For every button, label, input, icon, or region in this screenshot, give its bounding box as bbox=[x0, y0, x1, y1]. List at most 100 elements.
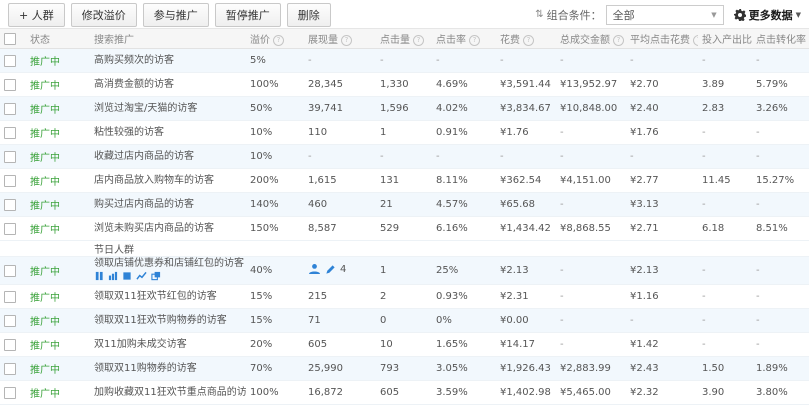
cell-clicks: 529 bbox=[376, 216, 432, 241]
column-header-label: 点击量 bbox=[380, 35, 410, 46]
row-checkbox[interactable] bbox=[4, 198, 16, 211]
cell-impressions: 215 bbox=[304, 284, 376, 309]
cell-impressions: 1,615 bbox=[304, 168, 376, 193]
cell-cpc: ¥1.42 bbox=[626, 332, 698, 357]
join-promotion-button[interactable]: 参与推广 bbox=[142, 2, 209, 27]
row-checkbox[interactable] bbox=[4, 126, 16, 139]
audience-name: 领取双11狂欢节购物券的访客 bbox=[94, 315, 227, 326]
row-checkbox[interactable] bbox=[4, 150, 16, 163]
line-chart-icon[interactable] bbox=[136, 271, 147, 281]
cell-revenue: - bbox=[556, 144, 626, 169]
row-checkbox[interactable] bbox=[4, 290, 16, 303]
checkbox-cell bbox=[0, 48, 26, 73]
info-icon[interactable]: ? bbox=[693, 35, 698, 46]
cell-ctr: 25% bbox=[432, 256, 496, 285]
cell-cost: ¥14.17 bbox=[496, 332, 556, 357]
cell-premium: 40% bbox=[246, 256, 304, 285]
stop-icon[interactable] bbox=[122, 271, 132, 281]
table-row: 推广中 浏览过淘宝/天猫的访客 50% 39,741 1,596 4.02% ¥3,834.… bbox=[0, 96, 809, 121]
section-row: 节日人群 bbox=[0, 240, 809, 257]
cell-cpc: ¥2.71 bbox=[626, 216, 698, 241]
cell-roi: - bbox=[698, 284, 752, 309]
audience-name-cell: 浏览未购买店内商品的访客 bbox=[90, 216, 246, 241]
cell-cvr: - bbox=[752, 308, 809, 333]
audience-name: 领取店铺优惠券和店铺红包的访客 bbox=[94, 258, 244, 269]
info-icon[interactable]: ? bbox=[273, 35, 284, 46]
user-icon[interactable] bbox=[308, 263, 321, 275]
bar-chart-icon[interactable] bbox=[108, 271, 118, 281]
impressions-with-icons: 4 bbox=[308, 263, 346, 275]
filter-select[interactable]: 全部 ▼ bbox=[605, 4, 724, 25]
info-icon[interactable]: ? bbox=[469, 35, 480, 46]
cell-ctr: - bbox=[432, 48, 496, 73]
column-header-5: 点击率? bbox=[432, 28, 496, 49]
pause-icon[interactable] bbox=[94, 271, 104, 281]
info-icon[interactable]: ? bbox=[341, 35, 352, 46]
column-header-label: 点击转化率 bbox=[756, 35, 806, 46]
audience-name: 购买过店内商品的访客 bbox=[94, 199, 194, 210]
toolbar-buttons: + 人群 修改溢价 参与推广 暂停推广 删除 bbox=[8, 2, 337, 27]
info-icon[interactable]: ? bbox=[613, 35, 624, 46]
row-checkbox[interactable] bbox=[4, 102, 16, 115]
info-icon[interactable]: ? bbox=[523, 35, 534, 46]
status-badge: 推广中 bbox=[30, 317, 60, 328]
audience-name-cell: 浏览过淘宝/天猫的访客 bbox=[90, 96, 246, 121]
row-checkbox[interactable] bbox=[4, 314, 16, 327]
row-checkbox[interactable] bbox=[4, 386, 16, 399]
status-cell: 推广中 bbox=[26, 144, 90, 169]
cell-impressions: - bbox=[304, 144, 376, 169]
cell-cvr: 3.80% bbox=[752, 380, 809, 405]
gear-icon bbox=[733, 8, 746, 21]
row-checkbox[interactable] bbox=[4, 174, 16, 187]
column-header-label: 状态 bbox=[30, 35, 50, 46]
cell-cpc: - bbox=[626, 48, 698, 73]
table-row: 推广中 加购收藏双11狂欢节重点商品的访客 100% 16,872 605 3.59% ¥1… bbox=[0, 380, 809, 405]
select-all-checkbox[interactable] bbox=[4, 32, 16, 45]
row-checkbox[interactable] bbox=[4, 54, 16, 67]
copy-icon[interactable] bbox=[151, 271, 161, 281]
cell-cost: ¥65.68 bbox=[496, 192, 556, 217]
checkbox-cell bbox=[0, 308, 26, 333]
cell-impressions: 4 bbox=[304, 256, 376, 285]
row-checkbox[interactable] bbox=[4, 362, 16, 375]
filter-select-value: 全部 bbox=[612, 8, 635, 22]
column-header-10: 点击转化率? bbox=[752, 28, 809, 49]
pause-promotion-button[interactable]: 暂停推广 bbox=[214, 2, 281, 27]
cell-roi: - bbox=[698, 192, 752, 217]
status-badge: 推广中 bbox=[30, 365, 60, 376]
audience-name-cell: 购买过店内商品的访客 bbox=[90, 192, 246, 217]
add-audience-button[interactable]: + 人群 bbox=[8, 2, 65, 27]
row-checkbox[interactable] bbox=[4, 78, 16, 91]
info-icon[interactable]: ? bbox=[413, 35, 424, 46]
cell-cost: ¥2.31 bbox=[496, 284, 556, 309]
more-data-button[interactable]: 更多数据 ▼ bbox=[733, 7, 801, 23]
cell-cpc: ¥3.13 bbox=[626, 192, 698, 217]
cell-cpc: ¥2.70 bbox=[626, 72, 698, 97]
status-cell: 推广中 bbox=[26, 48, 90, 73]
status-cell: 推广中 bbox=[26, 380, 90, 405]
row-checkbox[interactable] bbox=[4, 264, 16, 277]
pen-icon[interactable] bbox=[325, 264, 336, 275]
row-checkbox[interactable] bbox=[4, 338, 16, 351]
status-cell: 推广中 bbox=[26, 72, 90, 97]
status-cell: 推广中 bbox=[26, 284, 90, 309]
row-checkbox[interactable] bbox=[4, 222, 16, 235]
cell-premium: 10% bbox=[246, 144, 304, 169]
checkbox-cell bbox=[0, 144, 26, 169]
column-header-7: 总成交金额? bbox=[556, 28, 626, 49]
audience-name: 粘性较强的访客 bbox=[94, 127, 164, 138]
audience-name: 店内商品放入购物车的访客 bbox=[94, 175, 214, 186]
cell-revenue: ¥10,848.00 bbox=[556, 96, 626, 121]
cell-clicks: 2 bbox=[376, 284, 432, 309]
audience-name: 收藏过店内商品的访客 bbox=[94, 151, 194, 162]
audience-name: 领取双11购物券的访客 bbox=[94, 363, 197, 374]
cell-cpc: ¥2.40 bbox=[626, 96, 698, 121]
delete-button[interactable]: 删除 bbox=[286, 2, 331, 27]
audience-name-cell: 店内商品放入购物车的访客 bbox=[90, 168, 246, 193]
cell-ctr: 3.59% bbox=[432, 380, 496, 405]
audience-name: 领取双11狂欢节红包的访客 bbox=[94, 291, 217, 302]
modify-premium-button[interactable]: 修改溢价 bbox=[70, 2, 137, 27]
table-row: 推广中 领取店铺优惠券和店铺红包的访客 40% 4 1 25% ¥2.13- ¥2.13- - bbox=[0, 256, 809, 285]
cell-ctr: 1.65% bbox=[432, 332, 496, 357]
